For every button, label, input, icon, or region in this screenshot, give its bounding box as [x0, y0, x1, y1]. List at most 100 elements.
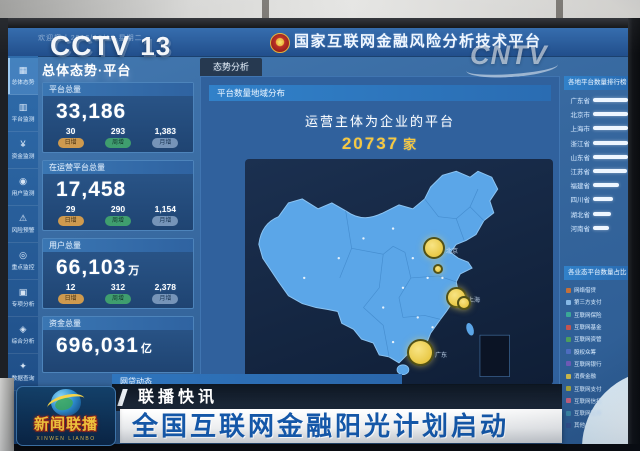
legend-color-swatch: [566, 349, 571, 355]
app-header: 欢迎您 | 2016/12/13 星期二 ★ 国家互联网金融风险分析技术平台: [8, 28, 628, 57]
program-name: 新闻联播: [33, 416, 98, 433]
stat-card-value: 696,031 亿: [43, 330, 193, 372]
stat-sub: 29 日增: [57, 204, 84, 226]
wall-frame-line: [262, 0, 269, 18]
sidebar-item-label: 重点监控: [11, 265, 35, 271]
ranking-row[interactable]: 江苏省: [564, 164, 628, 178]
program-name-latin: XINWEN LIANBO: [36, 436, 96, 442]
stat-card-title: 资金总量: [43, 317, 193, 330]
sidebar-item[interactable]: ¥ 资金监测: [8, 132, 38, 169]
legend-label: 第三方支付: [574, 300, 602, 307]
sidebar-item-icon: ¥: [20, 139, 26, 149]
ranking-row[interactable]: 浙江省: [564, 136, 628, 150]
ranking-region-label: 广东省: [570, 98, 591, 106]
sub-badge: 周增: [104, 294, 131, 304]
legend-color-swatch: [566, 422, 571, 428]
sidebar-item[interactable]: ▦ 总体态势: [8, 58, 38, 95]
welcome-text: 欢迎您 | 2016/12/13 星期二: [38, 35, 143, 42]
sidebar-item[interactable]: ▣ 专项分析: [8, 280, 38, 317]
tab-situation-analysis[interactable]: 态势分析: [200, 58, 262, 76]
stat-card-value: 66,103 万: [43, 252, 193, 281]
legend-label: 其他: [574, 423, 586, 430]
stat-value: 66,103: [56, 256, 127, 279]
ranking-row[interactable]: 河南省: [564, 221, 628, 235]
stat-sub: 30 日增: [57, 126, 84, 148]
sub-value: 2,378: [154, 282, 176, 292]
sidebar-item-label: 总体态势: [11, 80, 35, 86]
legend-label: 互联网资管: [574, 337, 602, 344]
map-bubble[interactable]: [433, 264, 443, 274]
legend-color-swatch: [566, 410, 571, 416]
map-bubble[interactable]: 广东: [407, 339, 447, 366]
sidebar-item[interactable]: ◉ 用户监测: [8, 169, 38, 206]
china-map-svg: [258, 170, 510, 377]
map-count-unit: 家: [403, 137, 419, 152]
legend-color-swatch: [566, 373, 571, 379]
sidebar-item-label: 数据查询: [11, 376, 35, 382]
monitor-bezel-bottom: [0, 444, 640, 451]
sub-badge: 周增: [104, 216, 131, 226]
ranking-row[interactable]: 四川省: [564, 192, 628, 206]
map-bubble[interactable]: 北京: [423, 237, 458, 259]
sidebar-item-icon: ⚠: [18, 213, 28, 223]
stat-card-users-total: 用户总量 66,103 万 12 日增 312 周增 2,378 月增: [42, 238, 194, 309]
ranking-bar: [593, 211, 611, 216]
sidebar-item-icon: ▥: [18, 102, 28, 112]
legend-label: 股权众筹: [574, 349, 597, 356]
sidebar-item[interactable]: ◈ 综合分析: [8, 317, 38, 354]
cctv-channel-logo: CCTV 13: [50, 30, 171, 62]
ranking-region-label: 江苏省: [570, 169, 591, 177]
legend-label: 互联网支付: [574, 386, 602, 393]
sub-value: 290: [110, 204, 126, 214]
sub-badge: 日增: [57, 138, 84, 148]
background-wall: [0, 0, 640, 18]
stat-sub: 12 日增: [57, 282, 84, 304]
ranking-panel-header: 各地平台数量排行榜: [564, 76, 628, 90]
ranking-region-label: 北京市: [570, 112, 591, 120]
ranking-bar: [593, 183, 619, 188]
legend-item: 互联网证券: [566, 407, 628, 419]
sub-value: 29: [65, 204, 76, 214]
ranking-row[interactable]: 北京市: [564, 107, 628, 121]
sidebar-item-icon: ▦: [18, 65, 28, 75]
legend-label: 网络借贷: [574, 288, 597, 295]
ranking-row[interactable]: 湖北省: [564, 207, 628, 221]
legend-color-swatch: [566, 386, 571, 392]
ranking-bar: [593, 154, 628, 159]
ranking-row[interactable]: 上海市: [564, 121, 628, 135]
stat-sub-row: 12 日增 312 周增 2,378 月增: [43, 281, 193, 308]
map-bubble-label: 广东: [435, 352, 448, 359]
ticker-category-bar: 联播快讯: [112, 384, 562, 411]
national-emblem-icon: ★: [270, 33, 290, 53]
xinwen-lianbo-logo: 新闻联播 XINWEN LIANBO: [16, 386, 116, 446]
sub-value: 312: [110, 282, 126, 292]
sub-value: 30: [65, 126, 76, 136]
category-panel-header: 各业态平台数量占比: [564, 266, 628, 280]
stat-card-title: 在运营平台总量: [43, 161, 193, 174]
legend-item: 互联网保险: [566, 309, 628, 321]
legend-color-swatch: [566, 312, 571, 318]
ranking-bar: [593, 197, 613, 202]
ranking-row[interactable]: 广东省: [564, 93, 628, 107]
ranking-row[interactable]: 山东省: [564, 150, 628, 164]
map-bubble[interactable]: [457, 296, 471, 310]
stat-card-value: 17,458: [43, 174, 193, 203]
ranking-row[interactable]: 福建省: [564, 178, 628, 192]
stat-unit: 万: [128, 265, 141, 277]
sidebar-item[interactable]: ▥ 平台监测: [8, 95, 38, 132]
map-panel: 平台数量地域分布 运营主体为企业的平台 20737 家: [200, 76, 560, 394]
sub-badge: 月增: [152, 294, 179, 304]
map-bubbles: 北京 上海 广东: [245, 159, 553, 385]
map-panel-header: 平台数量地域分布: [209, 85, 551, 101]
stat-card-operating-platforms: 在运营平台总量 17,458 29 日增 290 周增 1,154 月增: [42, 160, 194, 231]
stat-sub: 2,378 月增: [152, 282, 179, 304]
ranking-rows: 广东省 北京市 上海市 浙江省 山东省: [564, 90, 628, 235]
sidebar-item[interactable]: ⚠ 风险预警: [8, 206, 38, 243]
app-title: 国家互联网金融风险分析技术平台: [294, 33, 542, 50]
stat-cards: 平台总量 33,186 30 日增 293 周增 1,383 月增 在运营平台总量 1…: [42, 82, 194, 373]
cctv-channel-number: 13: [140, 31, 172, 61]
sidebar-item[interactable]: ◎ 重点监控: [8, 243, 38, 280]
sidebar-item-label: 资金监测: [11, 154, 35, 160]
legend-label: 互联网基金: [574, 325, 602, 332]
globe-icon: [51, 389, 81, 416]
